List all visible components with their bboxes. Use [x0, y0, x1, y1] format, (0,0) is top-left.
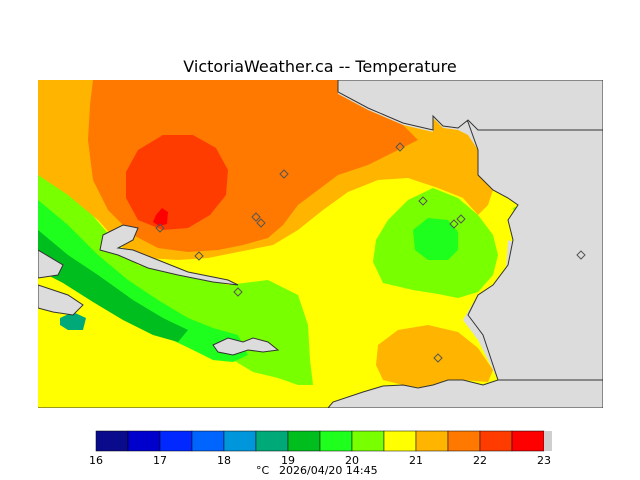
zone-21-5-south [376, 325, 493, 388]
color-swatch [511, 430, 545, 452]
color-scale-tick-labels: 16 17 18 19 20 21 22 23 [89, 454, 551, 467]
zone-19-5-east [413, 218, 458, 260]
color-swatch [191, 430, 225, 452]
station-marker[interactable] [449, 219, 459, 229]
color-swatch [127, 430, 161, 452]
color-swatch [415, 430, 449, 452]
color-scale-swatches [95, 430, 552, 452]
station-marker[interactable] [418, 196, 428, 206]
color-swatch [223, 430, 257, 452]
zone-18-5-spot [60, 312, 86, 330]
color-scale-tick-label: 20 [345, 454, 359, 467]
color-scale-tick-label: 22 [473, 454, 487, 467]
color-scale-tick-label: 19 [281, 454, 295, 467]
page-title: VictoriaWeather.ca -- Temperature [183, 57, 457, 76]
temperature-map [38, 80, 603, 408]
units-label: °C [256, 464, 270, 477]
station-marker[interactable] [256, 218, 266, 228]
zone-22-5 [126, 135, 228, 230]
coast-south [38, 379, 603, 408]
west-coast-strip [38, 249, 84, 316]
station-marker[interactable] [279, 169, 289, 179]
saanich-inlet-south [212, 337, 280, 356]
station-marker[interactable] [576, 250, 586, 260]
color-scale-tick-label: 23 [537, 454, 551, 467]
color-swatch [255, 430, 289, 452]
station-marker[interactable] [233, 287, 243, 297]
color-swatch [447, 430, 481, 452]
station-marker[interactable] [155, 223, 165, 233]
zone-23-spot [153, 208, 168, 226]
color-swatch [319, 430, 353, 452]
harbour-inlet [99, 224, 239, 286]
color-swatch [351, 430, 385, 452]
color-swatch [383, 430, 417, 452]
station-marker[interactable] [194, 251, 204, 261]
station-marker[interactable] [395, 142, 405, 152]
color-swatch [287, 430, 321, 452]
color-swatch [479, 430, 513, 452]
color-swatch [159, 430, 193, 452]
color-bar-shadow [544, 431, 552, 451]
station-marker[interactable] [433, 353, 443, 363]
color-scale-tick-label: 21 [409, 454, 423, 467]
color-scale-tick-label: 17 [153, 454, 167, 467]
coast-north [337, 80, 603, 131]
timestamp: 2026/04/20 14:45 [279, 464, 378, 477]
zone-19-west [38, 230, 188, 342]
color-scale-tick-label: 18 [217, 454, 231, 467]
color-swatch [95, 430, 129, 452]
station-marker[interactable] [456, 214, 466, 224]
zone-19-5-west [38, 200, 248, 362]
color-scale-tick-label: 16 [89, 454, 103, 467]
zone-20-west [38, 170, 313, 385]
weather-stations [155, 142, 586, 363]
station-marker[interactable] [251, 212, 261, 222]
